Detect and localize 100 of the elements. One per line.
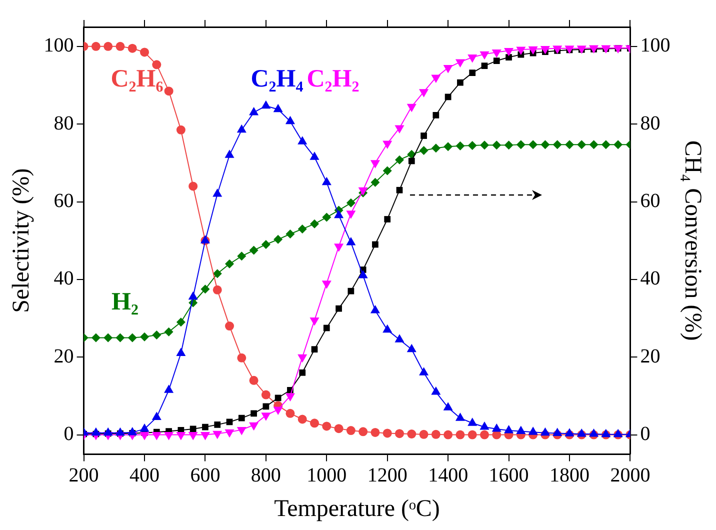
- point: [346, 210, 356, 219]
- point: [370, 305, 380, 314]
- point: [540, 427, 550, 436]
- point: [406, 104, 416, 112]
- point: [358, 270, 368, 278]
- y2-tick-label: 60: [640, 190, 660, 212]
- y2-tick-label: 80: [640, 112, 660, 134]
- point: [504, 425, 514, 434]
- point: [152, 330, 162, 340]
- x-tick-label: 200: [68, 464, 99, 486]
- point: [431, 430, 440, 439]
- y-tick-label: 0: [64, 423, 74, 446]
- point: [528, 140, 538, 150]
- point: [334, 210, 344, 218]
- point: [152, 412, 162, 420]
- point: [190, 426, 196, 432]
- series-label: C₂H₂: [306, 65, 360, 92]
- point: [431, 74, 441, 83]
- point: [468, 418, 478, 426]
- point: [408, 158, 415, 164]
- point: [370, 428, 380, 437]
- point: [346, 237, 356, 246]
- point: [382, 428, 392, 438]
- point: [407, 430, 416, 439]
- point: [504, 48, 514, 56]
- point: [237, 252, 246, 261]
- point: [91, 427, 101, 436]
- point: [419, 430, 428, 439]
- point: [91, 333, 100, 342]
- point: [492, 423, 502, 432]
- point: [395, 429, 404, 438]
- point: [432, 112, 440, 118]
- y-tick-label: 20: [54, 345, 74, 368]
- x-tick-label: 1400: [428, 464, 468, 486]
- x-tick-label: 400: [130, 464, 160, 486]
- point: [455, 59, 465, 68]
- point: [298, 414, 307, 424]
- point: [128, 333, 137, 342]
- point: [468, 54, 478, 63]
- point: [372, 241, 378, 248]
- point: [492, 49, 502, 58]
- series-label: C₂H₆: [110, 65, 164, 92]
- point: [176, 348, 186, 356]
- point: [419, 146, 428, 155]
- point: [589, 428, 599, 437]
- point: [249, 246, 258, 255]
- point: [336, 305, 342, 312]
- x-axis-title: Temperature (ᵒC): [274, 496, 440, 522]
- point: [480, 422, 490, 430]
- series-label: H₂: [112, 288, 138, 316]
- y2-tick-label: 100: [640, 34, 670, 57]
- point: [140, 48, 150, 57]
- point: [128, 44, 137, 53]
- point: [614, 140, 623, 150]
- point: [552, 428, 562, 436]
- point: [200, 284, 210, 294]
- point: [286, 408, 295, 418]
- y2-axis-title: CH₄ Conversion (%): [679, 140, 706, 341]
- x-tick-label: 1600: [488, 464, 529, 486]
- point: [310, 418, 319, 428]
- point: [443, 65, 453, 74]
- point: [468, 140, 477, 150]
- point: [116, 42, 125, 51]
- point: [516, 46, 526, 56]
- point: [419, 89, 429, 98]
- y-axis-title: Selectivity (%): [8, 168, 35, 313]
- point: [420, 132, 427, 139]
- point: [419, 367, 429, 376]
- point: [395, 155, 404, 164]
- point: [456, 430, 465, 440]
- x-tick-label: 800: [250, 464, 281, 486]
- point: [469, 70, 476, 76]
- y-tick-label: 60: [54, 190, 74, 212]
- point: [457, 79, 464, 86]
- point: [406, 344, 416, 352]
- point: [140, 423, 150, 432]
- point: [176, 125, 186, 134]
- point: [323, 324, 330, 332]
- point: [286, 230, 295, 238]
- series-label: C₂H₄: [250, 65, 304, 92]
- point: [237, 353, 246, 362]
- point: [164, 86, 174, 96]
- point: [516, 140, 526, 150]
- point: [128, 426, 138, 436]
- point: [176, 318, 186, 327]
- x-tick-label: 600: [190, 464, 220, 486]
- point: [540, 46, 550, 54]
- point: [480, 430, 489, 440]
- point: [370, 178, 380, 187]
- point: [346, 426, 356, 436]
- x-tick-label: 1000: [306, 464, 347, 486]
- point: [480, 51, 490, 60]
- point: [334, 424, 344, 434]
- point: [274, 234, 283, 244]
- point: [394, 125, 404, 134]
- point: [601, 140, 610, 150]
- point: [481, 62, 488, 70]
- point: [322, 212, 332, 222]
- y2-tick-label: 0: [640, 423, 650, 446]
- point: [225, 259, 234, 268]
